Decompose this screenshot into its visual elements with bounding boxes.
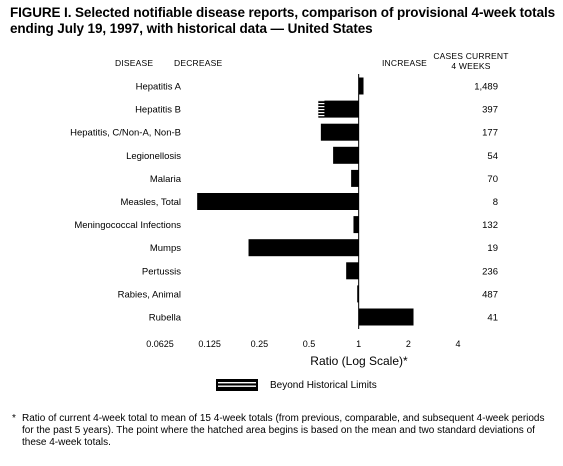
- category-label: Measles, Total: [120, 197, 181, 208]
- plot-area: Hepatitis A 1,489 Hepatitis B 397 Hepatitis,…: [70, 74, 498, 349]
- cases-value: 8: [493, 197, 498, 208]
- footnote-symbol: *: [12, 413, 16, 424]
- legend-label: Beyond Historical Limits: [270, 379, 377, 391]
- x-axis-label: Ratio (Log Scale)*: [310, 354, 408, 368]
- beyond-limits-hatch: [318, 100, 325, 118]
- bar: [248, 239, 359, 257]
- cases-header-line1: CASES CURRENT: [433, 51, 509, 61]
- category-label: Meningococcal Infections: [74, 220, 181, 231]
- cases-value: 19: [487, 243, 498, 254]
- cases-value: 1,489: [474, 82, 498, 93]
- category-label: Legionellosis: [126, 151, 181, 162]
- decrease-header: DECREASE: [174, 58, 223, 68]
- category-label: Mumps: [150, 243, 181, 254]
- cases-value: 70: [487, 174, 498, 185]
- disease-column-header: DISEASE: [115, 58, 154, 68]
- bar: [357, 285, 359, 303]
- category-label: Hepatitis, C/Non-A, Non-B: [70, 128, 181, 139]
- cases-column-header: CASES CURRENT 4 WEEKS: [430, 51, 512, 71]
- category-label: Hepatitis B: [135, 105, 181, 116]
- category-label: Pertussis: [142, 266, 181, 277]
- cases-value: 397: [482, 105, 498, 116]
- bar: [320, 123, 359, 141]
- legend: Beyond Historical Limits: [216, 379, 377, 391]
- cases-value: 236: [482, 266, 498, 277]
- bar: [358, 77, 364, 95]
- cases-value: 132: [482, 220, 498, 231]
- cases-value: 487: [482, 289, 498, 300]
- increase-header: INCREASE: [382, 58, 428, 68]
- x-tick-label: 0.5: [303, 339, 316, 349]
- cases-value: 177: [482, 128, 498, 139]
- bar: [353, 216, 359, 234]
- category-label: Malaria: [150, 174, 182, 185]
- legend-hatch-swatch: [216, 379, 258, 391]
- footnote: * Ratio of current 4-week total to mean …: [12, 413, 552, 449]
- x-tick-label: 1: [356, 339, 361, 349]
- bar: [333, 146, 359, 164]
- bar: [197, 193, 359, 210]
- x-tick-label: 0.25: [251, 339, 269, 349]
- bar: [358, 308, 414, 326]
- category-label: Rabies, Animal: [118, 289, 181, 300]
- x-tick-label: 2: [406, 339, 411, 349]
- figure-title: FIGURE I. Selected notifiable disease re…: [10, 5, 556, 36]
- bar: [346, 262, 359, 280]
- footnote-text: Ratio of current 4-week total to mean of…: [22, 413, 545, 448]
- cases-value: 41: [487, 313, 498, 324]
- category-label: Rubella: [149, 313, 182, 324]
- category-label: Hepatitis A: [136, 82, 182, 93]
- bar: [318, 100, 359, 118]
- cases-header-line2: 4 WEEKS: [451, 61, 491, 71]
- bar: [351, 169, 359, 187]
- x-tick-label: 0.125: [198, 339, 221, 349]
- cases-value: 54: [487, 151, 498, 162]
- x-tick-label: 0.0625: [146, 339, 174, 349]
- x-tick-label: 4: [455, 339, 460, 349]
